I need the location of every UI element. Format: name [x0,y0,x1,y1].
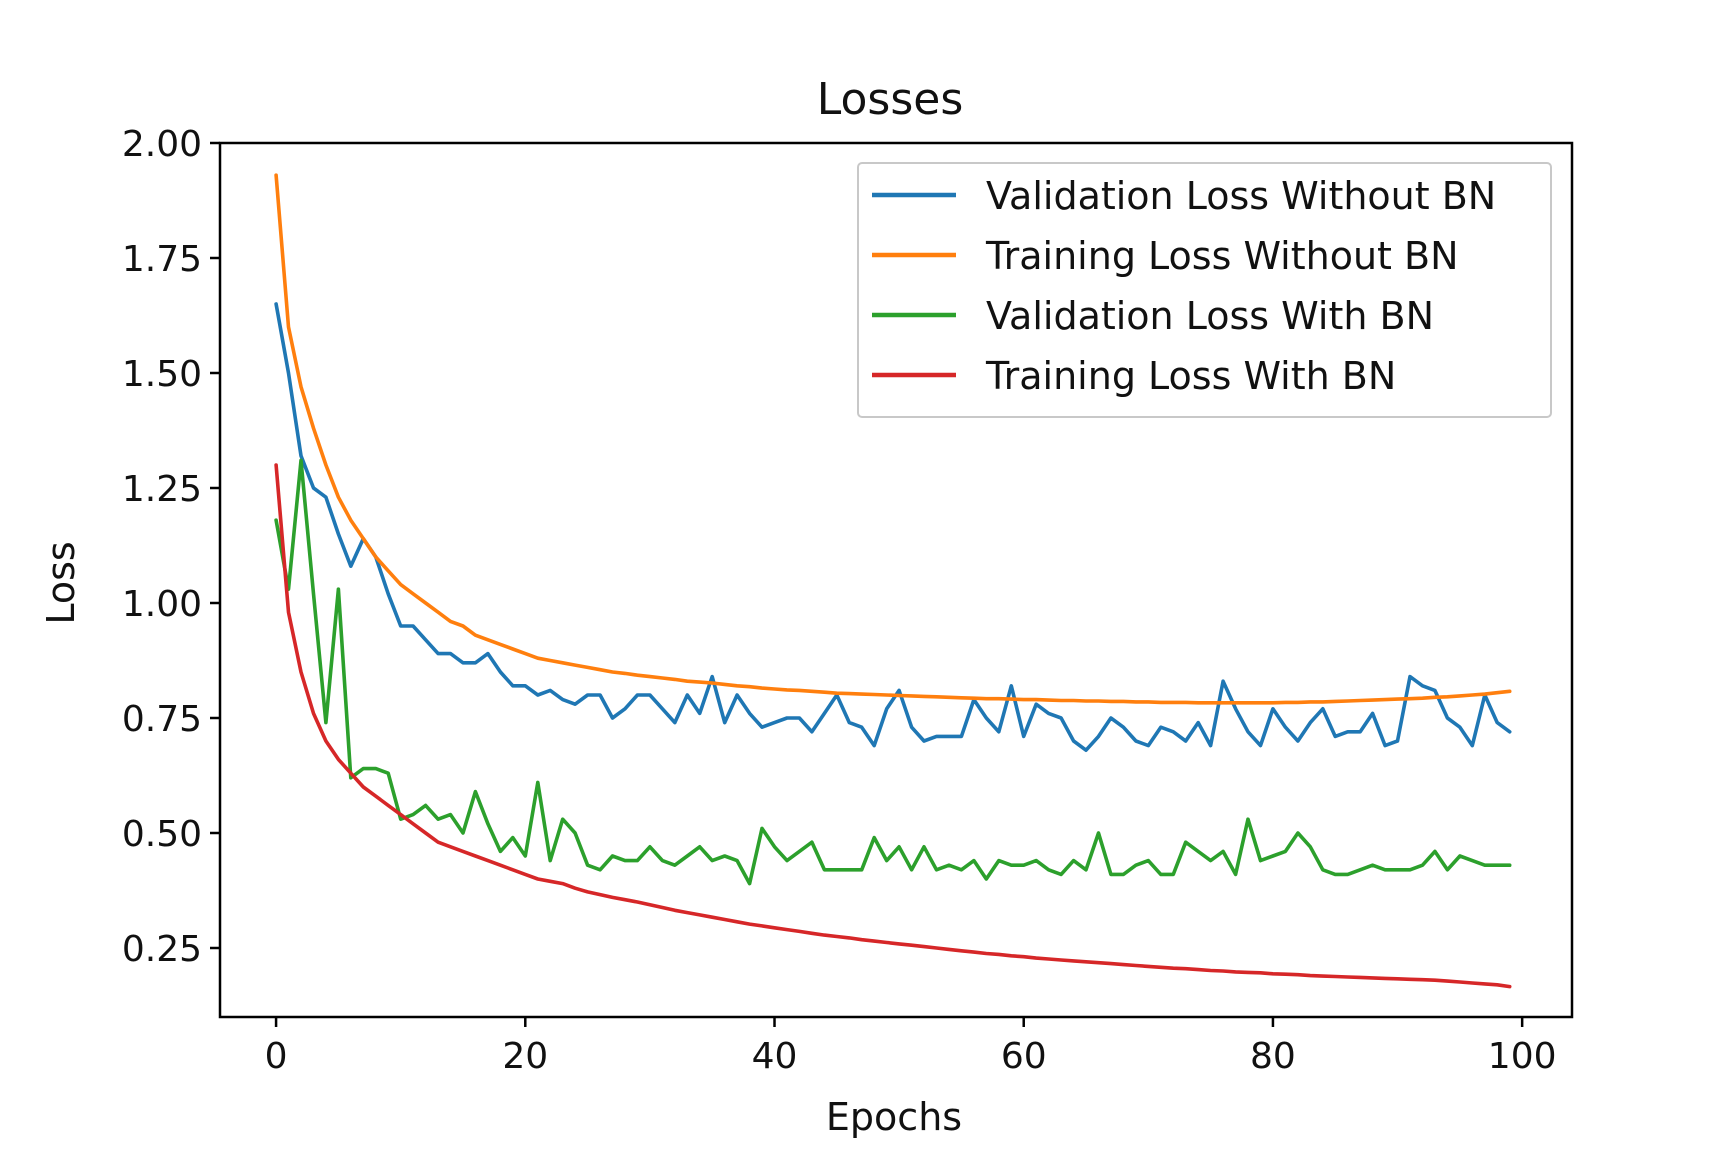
series-line-1 [274,302,1512,753]
y-tick-label: 1.75 [122,239,202,280]
x-tick-label: 20 [502,1036,548,1077]
legend-box [857,162,1552,418]
x-tick-label: 100 [1488,1036,1557,1077]
x-tick-label: 40 [752,1036,798,1077]
series-line-3 [274,458,1512,886]
legend-label-3: Validation Loss With BN [986,294,1434,338]
y-tick-label: 0.50 [122,814,202,855]
legend: Validation Loss Without BN Training Loss … [857,162,1552,418]
x-tick-label: 60 [1001,1036,1047,1077]
series-line-4 [274,463,1512,989]
y-tick-label: 0.75 [122,699,202,740]
y-tick-label: 0.25 [122,929,202,970]
y-axis-label: Loss [39,541,83,624]
legend-label-2: Training Loss Without BN [985,234,1459,278]
legend-label-4: Training Loss With BN [985,354,1396,398]
x-tick-label: 80 [1250,1036,1296,1077]
y-tick-label: 1.25 [122,469,202,510]
plot-frame [218,141,1574,1019]
plot-area: 0 20 40 60 80 100 0.25 0.50 0.75 1.00 1.25 1.50 1.75… [122,124,1574,1077]
x-axis-label: Epochs [826,1095,962,1139]
x-tick-label: 0 [265,1036,288,1077]
y-tick-label: 1.50 [122,354,202,395]
y-tick-label: 1.00 [122,584,202,625]
chart-title: Losses [817,74,964,125]
series-line-2 [274,173,1512,705]
legend-label-1: Validation Loss Without BN [986,174,1496,218]
y-tick-label: 2.00 [122,124,202,165]
